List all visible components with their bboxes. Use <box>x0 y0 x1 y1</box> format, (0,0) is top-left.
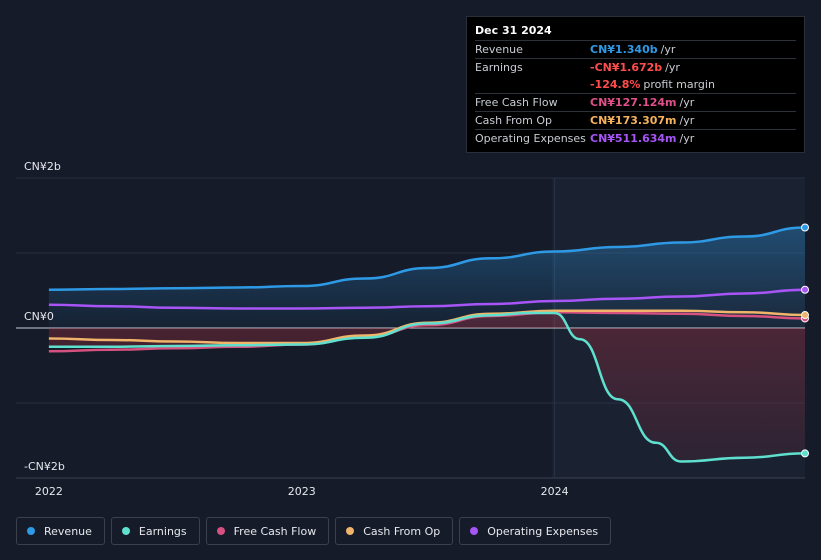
earnings-endpoint <box>801 449 809 458</box>
legend-item-revenue[interactable]: Revenue <box>16 517 105 545</box>
tooltip-label: Free Cash Flow <box>475 96 558 109</box>
cash-from-op-endpoint <box>801 311 809 320</box>
free-cash-flow-line <box>48 310 806 353</box>
tooltip-label <box>475 76 590 93</box>
operating-expenses-dot-icon <box>470 527 479 535</box>
series-areas <box>48 227 805 462</box>
tooltip-value: CN¥127.124m <box>590 96 677 109</box>
legend-item-free-cash-flow[interactable]: Free Cash Flow <box>205 517 330 545</box>
legend-item-cash-from-op[interactable]: Cash From Op <box>335 517 454 545</box>
tooltip-label: Operating Expenses <box>475 132 586 145</box>
series-lines <box>48 226 806 463</box>
operating-expenses-line <box>48 288 806 310</box>
x-tick-label: 2022 <box>35 485 63 498</box>
earnings-area <box>48 313 805 462</box>
y-tick-label: CN¥2b <box>24 160 61 173</box>
cash-from-op-dot-icon <box>346 527 355 535</box>
tooltip-row-revenue: Revenue CN¥1.340b /yr <box>475 41 796 59</box>
data-tooltip: Dec 31 2024 Revenue CN¥1.340b /yr Earnin… <box>466 16 805 153</box>
legend-item-earnings[interactable]: Earnings <box>110 517 200 545</box>
tooltip-value: CN¥1.340b <box>590 43 658 56</box>
tooltip-label: Earnings <box>475 61 523 74</box>
tooltip-unit: profit margin <box>643 78 715 91</box>
tooltip-unit: /yr <box>679 96 695 109</box>
earnings-dot-icon <box>121 527 130 535</box>
tooltip-unit: /yr <box>660 43 676 56</box>
legend: Revenue Earnings Free Cash Flow Cash Fro… <box>16 517 612 545</box>
revenue-line <box>48 226 806 291</box>
tooltip-row-earnings: Earnings -CN¥1.672b /yr <box>475 59 796 76</box>
revenue-endpoint <box>801 223 809 232</box>
tooltip-row-operating-expenses: Operating Expenses CN¥511.634m /yr <box>475 130 796 147</box>
tooltip-date: Dec 31 2024 <box>475 23 796 41</box>
tooltip-value: -124.8% <box>590 78 641 91</box>
y-axis-labels: CN¥2b CN¥0 -CN¥2b <box>24 160 65 473</box>
tooltip-row-profit-margin: -124.8% profit margin <box>475 76 796 94</box>
x-tick-label: 2023 <box>288 485 316 498</box>
y-tick-label: -CN¥2b <box>24 460 65 473</box>
y-tick-label: CN¥0 <box>24 310 54 323</box>
tooltip-label: Cash From Op <box>475 114 553 127</box>
tooltip-unit: /yr <box>679 114 695 127</box>
revenue-dot-icon <box>27 527 35 535</box>
legend-label: Free Cash Flow <box>233 524 317 538</box>
legend-label: Revenue <box>44 524 92 538</box>
tooltip-label: Revenue <box>475 43 523 56</box>
legend-label: Operating Expenses <box>487 524 599 538</box>
earnings-line <box>48 311 806 463</box>
x-tick-label: 2024 <box>541 485 569 498</box>
legend-label: Earnings <box>138 524 187 538</box>
tooltip-unit: /yr <box>679 132 695 145</box>
legend-label: Cash From Op <box>363 524 441 538</box>
series-endpoints <box>801 223 809 458</box>
tooltip-row-free-cash-flow: Free Cash Flow CN¥127.124m /yr <box>475 94 796 112</box>
free-cash-flow-dot-icon <box>216 527 225 535</box>
tooltip-value: CN¥511.634m <box>590 132 677 145</box>
x-axis-labels: 2022 2023 2024 <box>35 485 569 498</box>
tooltip-value: -CN¥1.672b <box>590 61 663 74</box>
legend-item-operating-expenses[interactable]: Operating Expenses <box>459 517 612 545</box>
tooltip-row-cash-from-op: Cash From Op CN¥173.307m /yr <box>475 112 796 130</box>
revenue-area <box>48 227 805 328</box>
tooltip-unit: /yr <box>665 61 680 74</box>
operating-expenses-endpoint <box>801 285 809 294</box>
tooltip-value: CN¥173.307m <box>590 114 677 127</box>
